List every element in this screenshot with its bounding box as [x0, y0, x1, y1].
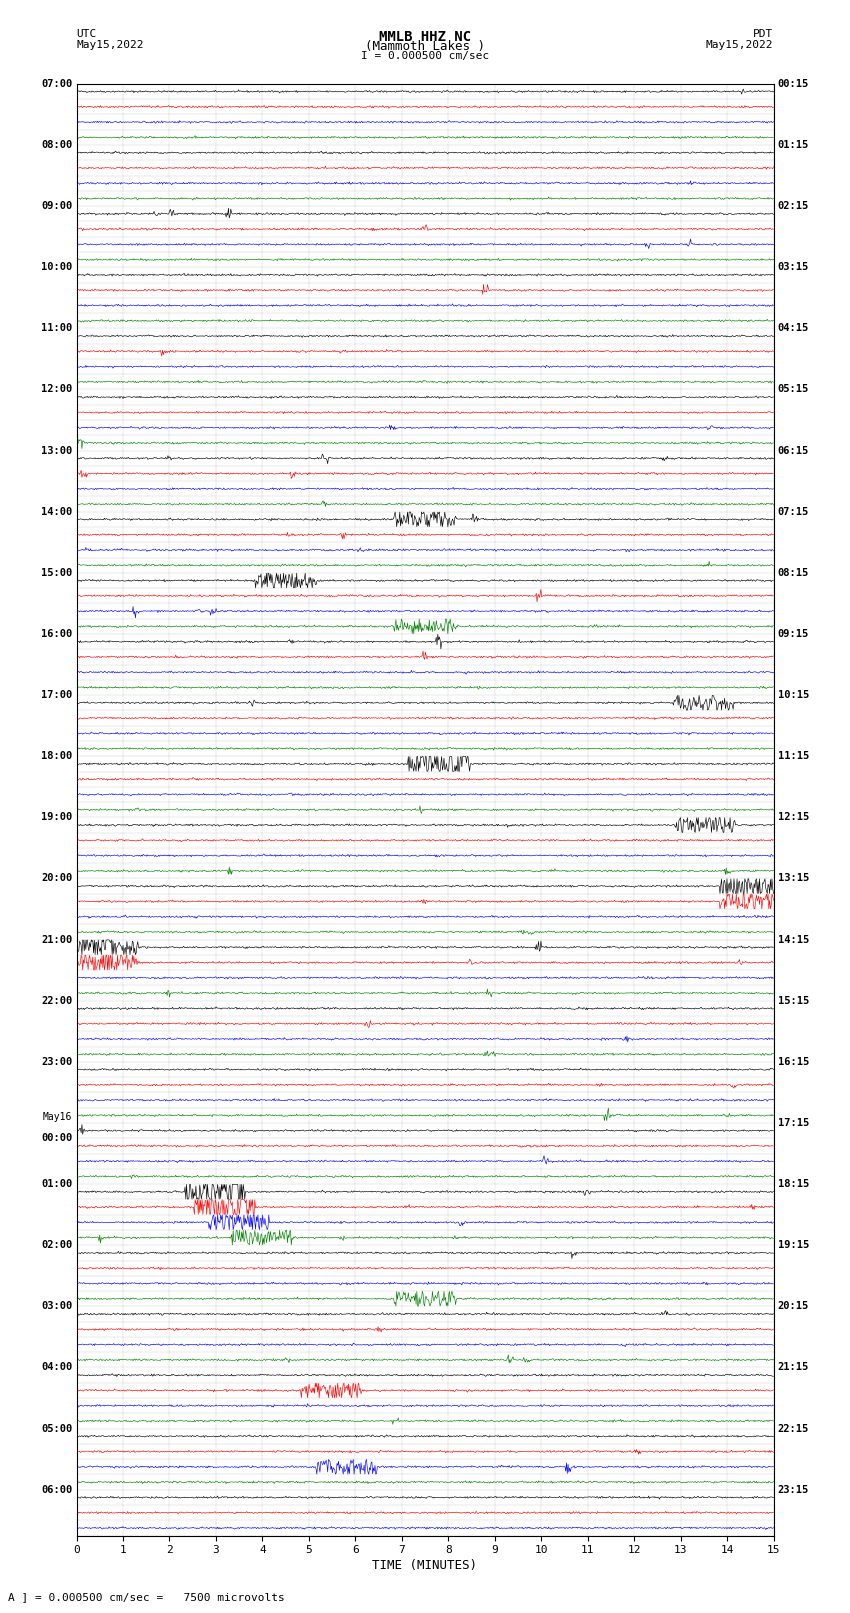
Text: 14:00: 14:00: [41, 506, 72, 516]
Text: 01:15: 01:15: [778, 140, 809, 150]
Text: 16:15: 16:15: [778, 1057, 809, 1066]
Text: 08:15: 08:15: [778, 568, 809, 577]
Text: 22:15: 22:15: [778, 1424, 809, 1434]
Text: 18:00: 18:00: [41, 752, 72, 761]
Text: 03:15: 03:15: [778, 263, 809, 273]
Text: 14:15: 14:15: [778, 934, 809, 945]
Text: 22:00: 22:00: [41, 995, 72, 1007]
Text: 10:00: 10:00: [41, 263, 72, 273]
Text: UTC: UTC: [76, 29, 97, 39]
Text: 10:15: 10:15: [778, 690, 809, 700]
Text: 21:00: 21:00: [41, 934, 72, 945]
Text: 11:15: 11:15: [778, 752, 809, 761]
X-axis label: TIME (MINUTES): TIME (MINUTES): [372, 1560, 478, 1573]
Text: 09:15: 09:15: [778, 629, 809, 639]
Text: A ] = 0.000500 cm/sec =   7500 microvolts: A ] = 0.000500 cm/sec = 7500 microvolts: [8, 1592, 286, 1602]
Text: 03:00: 03:00: [41, 1302, 72, 1311]
Text: I = 0.000500 cm/sec: I = 0.000500 cm/sec: [361, 52, 489, 61]
Text: 00:15: 00:15: [778, 79, 809, 89]
Text: 15:00: 15:00: [41, 568, 72, 577]
Text: 09:00: 09:00: [41, 202, 72, 211]
Text: 12:00: 12:00: [41, 384, 72, 395]
Text: 05:15: 05:15: [778, 384, 809, 395]
Text: May15,2022: May15,2022: [76, 40, 144, 50]
Text: PDT: PDT: [753, 29, 774, 39]
Text: 02:00: 02:00: [41, 1240, 72, 1250]
Text: May15,2022: May15,2022: [706, 40, 774, 50]
Text: 02:15: 02:15: [778, 202, 809, 211]
Text: May16: May16: [42, 1111, 72, 1121]
Text: 00:00: 00:00: [41, 1134, 72, 1144]
Text: 20:00: 20:00: [41, 874, 72, 884]
Text: 05:00: 05:00: [41, 1424, 72, 1434]
Text: 17:00: 17:00: [41, 690, 72, 700]
Text: 11:00: 11:00: [41, 323, 72, 334]
Text: 06:00: 06:00: [41, 1484, 72, 1495]
Text: 19:00: 19:00: [41, 813, 72, 823]
Text: 01:00: 01:00: [41, 1179, 72, 1189]
Text: 23:15: 23:15: [778, 1484, 809, 1495]
Text: 20:15: 20:15: [778, 1302, 809, 1311]
Text: 04:15: 04:15: [778, 323, 809, 334]
Text: 04:00: 04:00: [41, 1363, 72, 1373]
Text: 23:00: 23:00: [41, 1057, 72, 1066]
Text: 13:15: 13:15: [778, 874, 809, 884]
Text: 19:15: 19:15: [778, 1240, 809, 1250]
Text: 08:00: 08:00: [41, 140, 72, 150]
Text: 18:15: 18:15: [778, 1179, 809, 1189]
Text: 12:15: 12:15: [778, 813, 809, 823]
Text: 07:15: 07:15: [778, 506, 809, 516]
Text: 16:00: 16:00: [41, 629, 72, 639]
Text: 17:15: 17:15: [778, 1118, 809, 1127]
Text: (Mammoth Lakes ): (Mammoth Lakes ): [365, 40, 485, 53]
Text: 07:00: 07:00: [41, 79, 72, 89]
Text: 15:15: 15:15: [778, 995, 809, 1007]
Text: MMLB HHZ NC: MMLB HHZ NC: [379, 31, 471, 44]
Text: 21:15: 21:15: [778, 1363, 809, 1373]
Text: 13:00: 13:00: [41, 445, 72, 455]
Text: 06:15: 06:15: [778, 445, 809, 455]
